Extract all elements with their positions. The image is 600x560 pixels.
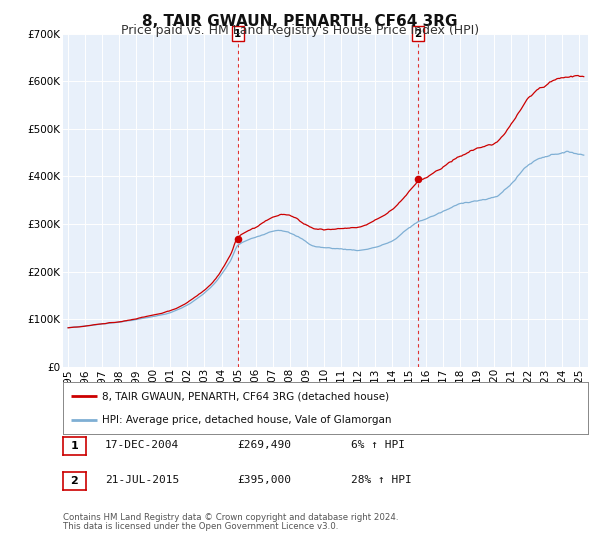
Text: 21-JUL-2015: 21-JUL-2015: [105, 475, 179, 485]
Text: 2: 2: [415, 29, 422, 39]
Text: 8, TAIR GWAUN, PENARTH, CF64 3RG (detached house): 8, TAIR GWAUN, PENARTH, CF64 3RG (detach…: [103, 391, 389, 402]
Point: [413, 174, 423, 183]
Text: 1: 1: [234, 29, 242, 39]
Text: This data is licensed under the Open Government Licence v3.0.: This data is licensed under the Open Gov…: [63, 522, 338, 531]
Text: £269,490: £269,490: [237, 440, 291, 450]
Text: 6% ↑ HPI: 6% ↑ HPI: [351, 440, 405, 450]
Point: [233, 234, 242, 243]
Text: 28% ↑ HPI: 28% ↑ HPI: [351, 475, 412, 485]
Text: Contains HM Land Registry data © Crown copyright and database right 2024.: Contains HM Land Registry data © Crown c…: [63, 513, 398, 522]
Text: £395,000: £395,000: [237, 475, 291, 485]
Text: Price paid vs. HM Land Registry's House Price Index (HPI): Price paid vs. HM Land Registry's House …: [121, 24, 479, 36]
Text: 1: 1: [71, 441, 78, 451]
Text: 8, TAIR GWAUN, PENARTH, CF64 3RG: 8, TAIR GWAUN, PENARTH, CF64 3RG: [142, 14, 458, 29]
Text: 2: 2: [71, 476, 78, 486]
Text: 17-DEC-2004: 17-DEC-2004: [105, 440, 179, 450]
Text: HPI: Average price, detached house, Vale of Glamorgan: HPI: Average price, detached house, Vale…: [103, 415, 392, 425]
